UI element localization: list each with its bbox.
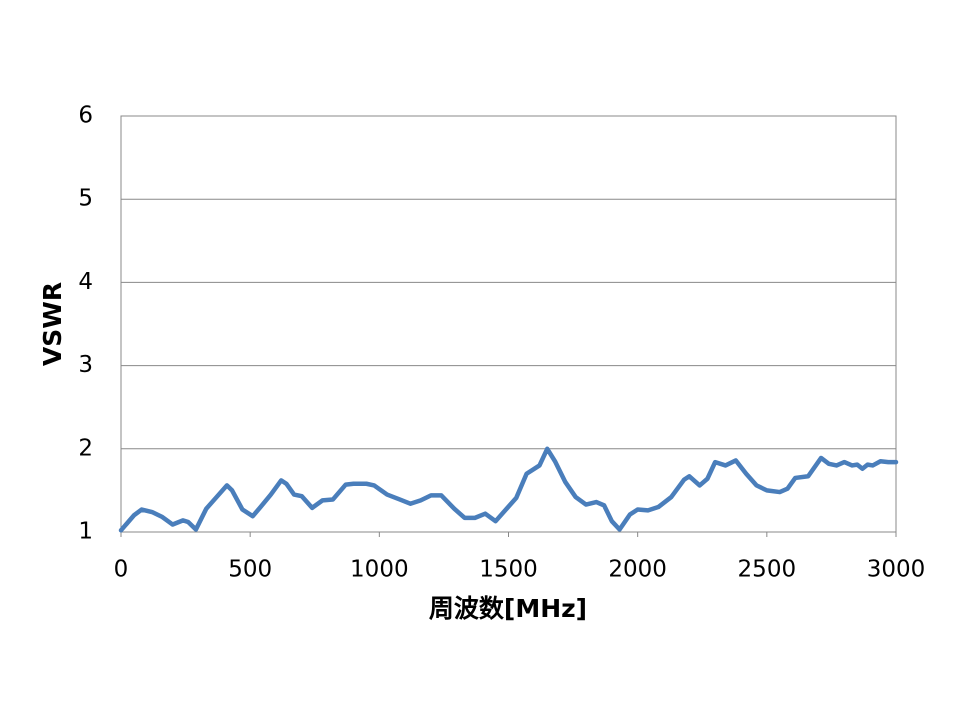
y-tick-label: 5 xyxy=(78,186,93,212)
x-tick-label: 1000 xyxy=(350,557,409,583)
y-tick-label: 3 xyxy=(78,352,93,378)
plot-border xyxy=(120,115,897,533)
x-tick-label: 1500 xyxy=(479,557,538,583)
x-tick-label: 2500 xyxy=(738,557,797,583)
y-tick-label: 6 xyxy=(78,103,93,129)
x-tick-label: 500 xyxy=(228,557,272,583)
x-tick-label: 2000 xyxy=(608,557,667,583)
y-tick-label: 2 xyxy=(78,435,93,461)
y-tick-label: 4 xyxy=(78,269,93,295)
y-tick-label: 1 xyxy=(78,519,93,545)
x-tick-label: 3000 xyxy=(867,557,926,583)
x-axis-label: 周波数[MHz] xyxy=(429,594,587,623)
line-series xyxy=(118,446,899,533)
y-axis-label: VSWR xyxy=(38,282,67,366)
x-tick-label: 0 xyxy=(114,557,129,583)
